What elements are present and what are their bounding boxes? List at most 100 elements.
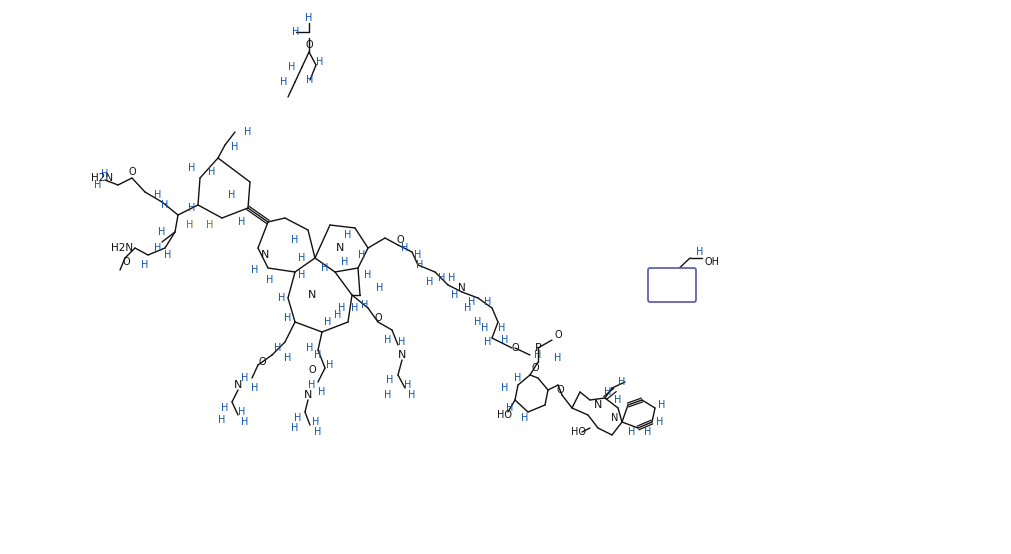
Text: H: H [206, 220, 213, 230]
Text: H: H [451, 290, 459, 300]
Text: H: H [306, 75, 313, 85]
Text: H: H [364, 270, 372, 280]
Text: H: H [384, 335, 391, 345]
Text: H: H [314, 350, 321, 360]
FancyBboxPatch shape [648, 268, 696, 302]
Text: H: H [484, 337, 491, 347]
Text: H: H [376, 283, 384, 293]
Text: N: N [261, 250, 269, 260]
Text: H: H [266, 275, 274, 285]
Text: H: H [165, 250, 172, 260]
Text: N: N [612, 413, 619, 423]
Text: P: P [535, 343, 541, 353]
Text: O: O [556, 385, 564, 395]
Text: HO: HO [497, 410, 513, 420]
Text: H: H [342, 257, 349, 267]
Text: H: H [312, 417, 319, 427]
Text: H: H [498, 323, 506, 333]
Text: O: O [531, 363, 539, 373]
Text: H: H [278, 293, 286, 303]
Text: H: H [384, 390, 391, 400]
Text: H: H [252, 265, 259, 275]
Text: H: H [314, 427, 321, 437]
Text: H: H [242, 417, 249, 427]
Text: H: H [325, 317, 332, 327]
Text: H: H [321, 263, 329, 273]
Text: H: H [239, 407, 246, 417]
Text: H: H [159, 227, 166, 237]
Text: H: H [522, 413, 529, 423]
Text: O: O [122, 257, 129, 267]
Text: H: H [474, 317, 481, 327]
Text: H: H [335, 310, 342, 320]
Text: H: H [155, 190, 162, 200]
Text: N: N [397, 350, 406, 360]
Text: H: H [327, 360, 334, 370]
Text: H: H [252, 383, 259, 393]
Text: H: H [305, 13, 312, 23]
Text: O: O [512, 343, 519, 353]
Text: H: H [417, 260, 424, 270]
Text: H: H [291, 423, 298, 433]
Text: H: H [484, 297, 491, 307]
Text: H: H [605, 387, 612, 397]
Text: H: H [208, 167, 215, 177]
Text: H: H [284, 353, 292, 363]
Text: O: O [258, 357, 266, 367]
Text: H: H [316, 57, 324, 67]
Text: H: H [298, 270, 305, 280]
Text: Co: Co [666, 288, 677, 296]
Text: H: H [697, 247, 704, 257]
Text: N: N [593, 400, 603, 410]
Text: H: H [427, 277, 434, 287]
Text: H: H [628, 427, 636, 437]
Text: H: H [534, 350, 542, 360]
Text: O: O [308, 365, 315, 375]
Text: H: H [188, 203, 196, 213]
Text: H: H [142, 260, 149, 270]
Text: H: H [401, 243, 408, 253]
Text: H: H [239, 217, 246, 227]
Text: H: H [155, 243, 162, 253]
Text: H: H [358, 250, 366, 260]
Text: H: H [284, 313, 292, 323]
Text: H: H [221, 403, 228, 413]
Text: H: H [232, 142, 239, 152]
Text: H: H [415, 250, 422, 260]
Text: Abs: Abs [664, 275, 680, 285]
Text: H: H [345, 230, 352, 240]
Text: H: H [501, 383, 509, 393]
Text: N: N [234, 380, 243, 390]
Text: H: H [162, 200, 169, 210]
Text: H: H [339, 303, 346, 313]
Text: H: H [481, 323, 488, 333]
Text: H: H [448, 273, 456, 283]
Text: H: H [242, 373, 249, 383]
Text: H: H [308, 380, 315, 390]
Text: H: H [318, 387, 326, 397]
Text: H: H [554, 353, 562, 363]
Text: N: N [304, 390, 312, 400]
Text: H: H [507, 403, 514, 413]
Text: H: H [188, 163, 196, 173]
Text: H: H [644, 427, 652, 437]
Text: H: H [658, 400, 665, 410]
Text: N: N [307, 290, 316, 300]
Text: H: H [228, 190, 236, 200]
Text: H: H [218, 415, 225, 425]
Text: H: H [361, 300, 369, 310]
Text: H: H [306, 343, 313, 353]
Text: H: H [291, 235, 298, 245]
Text: H: H [501, 335, 509, 345]
Text: H: H [468, 297, 476, 307]
Text: H: H [298, 253, 305, 263]
Text: H: H [464, 303, 472, 313]
Text: H2N: H2N [111, 243, 133, 253]
Text: H: H [288, 62, 295, 72]
Text: H: H [101, 169, 109, 179]
Text: H: H [292, 27, 299, 37]
Text: H: H [615, 395, 622, 405]
Text: O: O [396, 235, 403, 245]
Text: H: H [94, 180, 102, 190]
Text: O: O [128, 167, 135, 177]
